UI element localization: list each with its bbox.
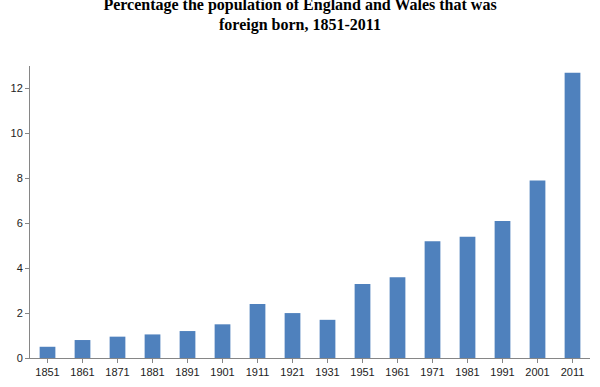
svg-text:1951: 1951 <box>350 366 374 378</box>
svg-text:1961: 1961 <box>385 366 409 378</box>
svg-text:10: 10 <box>11 127 23 139</box>
svg-text:1921: 1921 <box>280 366 304 378</box>
svg-text:2001: 2001 <box>525 366 549 378</box>
svg-text:12: 12 <box>11 82 23 94</box>
svg-text:0: 0 <box>17 352 23 364</box>
svg-text:1861: 1861 <box>70 366 94 378</box>
svg-text:1931: 1931 <box>315 366 339 378</box>
svg-text:8: 8 <box>17 172 23 184</box>
svg-text:Percentage the population of E: Percentage the population of England and… <box>103 0 496 34</box>
svg-text:1891: 1891 <box>175 366 199 378</box>
svg-text:4: 4 <box>17 262 23 274</box>
svg-text:1911: 1911 <box>246 366 270 378</box>
svg-text:1881: 1881 <box>140 366 164 378</box>
svg-text:2011: 2011 <box>561 366 585 378</box>
svg-text:1991: 1991 <box>490 366 514 378</box>
svg-text:1971: 1971 <box>420 366 444 378</box>
svg-text:1901: 1901 <box>210 366 234 378</box>
svg-text:1851: 1851 <box>35 366 59 378</box>
svg-text:1871: 1871 <box>105 366 129 378</box>
svg-text:2: 2 <box>17 307 23 319</box>
svg-text:1981: 1981 <box>455 366 479 378</box>
svg-text:6: 6 <box>17 217 23 229</box>
